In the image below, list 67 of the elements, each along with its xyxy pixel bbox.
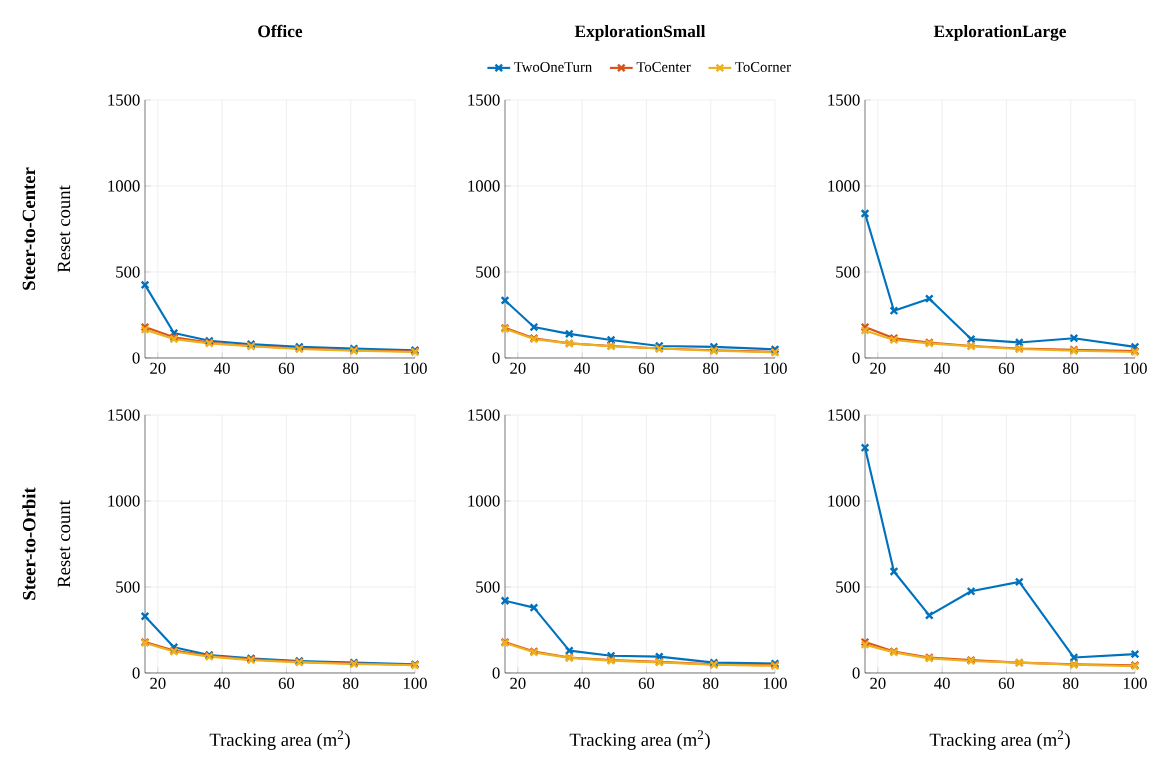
x-tick-label: 100 (763, 362, 787, 374)
y-axis-title: Reset count (57, 500, 71, 588)
y-tick-label: 0 (132, 352, 140, 364)
x-tick-label: 60 (278, 362, 295, 374)
legend-label: ToCenter (636, 62, 691, 72)
y-tick-label: 1000 (108, 495, 140, 507)
x-tick-label: 100 (403, 362, 427, 374)
y-tick-label: 1500 (468, 94, 500, 106)
x-tick-label: 80 (1063, 677, 1079, 689)
x-tick-label: 100 (403, 677, 427, 689)
y-tick-label: 500 (116, 581, 140, 593)
chart-title: ExplorationLarge (933, 24, 1066, 41)
x-tick-label: 20 (150, 677, 166, 689)
x-tick-label: 100 (1123, 362, 1147, 374)
text: Steer-to-Orbit (22, 487, 36, 600)
y-tick-label: 1500 (468, 409, 500, 421)
x-tick-label: 60 (998, 362, 1015, 374)
y-tick-label: 1500 (108, 94, 140, 106)
x-tick-label: 80 (703, 362, 719, 374)
x-axis-title: Tracking area (m$^{2}$) (209, 730, 350, 750)
x-axis-title: Tracking area (m$^{2}$) (569, 730, 710, 750)
y-tick-label: 500 (476, 581, 500, 593)
x-tick-label: 60 (998, 677, 1015, 689)
x-tick-label: 40 (574, 362, 590, 374)
y-tick-label: 1000 (468, 180, 500, 192)
x-tick-label: 100 (1123, 677, 1147, 689)
x-tick-label: 20 (870, 362, 886, 374)
y-tick-label: 0 (492, 667, 500, 679)
x-tick-label: 20 (870, 677, 886, 689)
x-tick-label: 100 (763, 677, 787, 689)
legend-label: ToCorner (735, 62, 791, 72)
chart-title: Office (258, 24, 303, 38)
x-tick-label: 40 (214, 677, 230, 689)
x-tick-label: 80 (343, 362, 359, 374)
x-tick-label: 60 (278, 677, 295, 689)
y-tick-label: 500 (836, 581, 860, 593)
y-tick-label: 1500 (108, 409, 140, 421)
x-tick-label: 40 (574, 677, 590, 689)
y-tick-label: 0 (852, 352, 860, 364)
legend-label: TwoOneTurn (514, 62, 592, 72)
x-tick-label: 20 (510, 362, 526, 374)
x-tick-label: 60 (638, 677, 655, 689)
x-tick-label: 40 (214, 362, 230, 374)
y-tick-label: 0 (132, 667, 140, 679)
x-tick-label: 20 (150, 362, 166, 374)
x-tick-label: 80 (1063, 362, 1079, 374)
y-tick-label: 1000 (108, 180, 140, 192)
y-tick-label: 1000 (828, 180, 860, 192)
x-axis-title: Tracking area (m$^{2}$) (929, 730, 1070, 750)
x-tick-label: 60 (638, 362, 655, 374)
x-tick-label: 20 (510, 677, 526, 689)
x-tick-label: 40 (934, 362, 950, 374)
chart-title: ExplorationSmall (574, 24, 706, 41)
x-tick-label: 80 (703, 677, 719, 689)
y-tick-label: 1000 (468, 495, 500, 507)
x-tick-label: 80 (343, 677, 359, 689)
y-tick-label: 500 (836, 266, 860, 278)
y-tick-label: 0 (492, 352, 500, 364)
x-tick-label: 40 (934, 677, 950, 689)
y-tick-label: 1000 (828, 495, 860, 507)
y-tick-label: 1500 (828, 94, 860, 106)
y-tick-label: 1500 (828, 409, 860, 421)
y-axis-title: Reset count (57, 185, 71, 273)
y-tick-label: 500 (116, 266, 140, 278)
text: Steer-to-Center (22, 167, 36, 290)
y-tick-label: 500 (476, 266, 500, 278)
y-tick-label: 0 (852, 667, 860, 679)
